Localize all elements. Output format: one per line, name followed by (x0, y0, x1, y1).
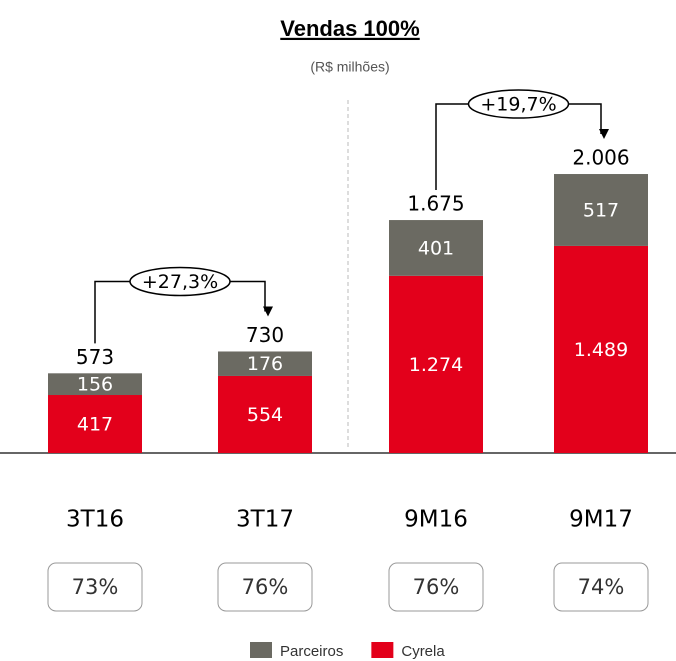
share-box (47, 562, 143, 612)
bar-segment (554, 245, 648, 453)
share-box (553, 562, 649, 612)
chart-title: Vendas 100% (280, 16, 419, 41)
value-label: 1.274 (409, 354, 463, 376)
bar-segment (389, 275, 483, 453)
legend-swatch (371, 642, 394, 658)
value-label: 1.489 (574, 339, 628, 361)
bar-segment (389, 220, 483, 276)
bar-segment (218, 351, 312, 376)
category-label: 3T16 (66, 507, 124, 533)
value-label: 417 (77, 414, 113, 436)
total-label: 1.675 (407, 192, 464, 216)
share-label: 76% (242, 575, 289, 599)
bar-segment (48, 373, 142, 396)
value-label: 517 (583, 199, 619, 221)
bar-segment (48, 395, 142, 453)
category-label: 9M16 (404, 507, 468, 533)
total-label: 573 (76, 345, 114, 369)
growth-label: +27,3% (142, 271, 218, 293)
total-label: 2.006 (572, 146, 629, 170)
category-label: 9M17 (569, 507, 633, 533)
legend-swatch (250, 642, 272, 658)
value-label: 554 (247, 404, 283, 426)
share-box (217, 562, 313, 612)
share-label: 76% (413, 575, 460, 599)
value-label: 176 (247, 353, 283, 375)
bar-segment (218, 375, 312, 453)
growth-bubble (467, 89, 570, 119)
growth-label: +19,7% (480, 94, 556, 116)
growth-bubble (129, 266, 231, 297)
bar-segment (554, 174, 648, 246)
total-label: 730 (246, 323, 284, 347)
share-label: 74% (578, 575, 625, 599)
legend-label: Parceiros (280, 643, 343, 660)
value-label: 156 (77, 374, 113, 396)
legend-label: Cyrela (401, 643, 445, 660)
share-label: 73% (72, 575, 119, 599)
share-box (388, 562, 484, 612)
value-label: 401 (418, 237, 454, 259)
chart-subtitle: (R$ milhões) (310, 59, 389, 75)
category-label: 3T17 (236, 507, 294, 533)
